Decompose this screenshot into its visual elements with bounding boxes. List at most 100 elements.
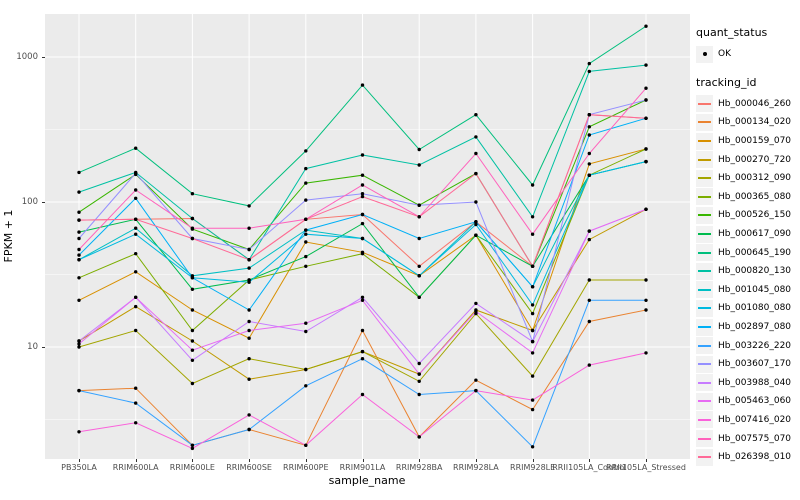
x-tick-label: RRIM928LA (453, 463, 499, 472)
data-point (304, 384, 308, 388)
data-point (360, 221, 365, 226)
legend-key (696, 169, 713, 187)
data-point (587, 61, 591, 66)
data-point (587, 173, 591, 177)
data-point (134, 386, 138, 390)
data-point (587, 278, 591, 282)
data-point (304, 198, 308, 202)
data-point (530, 374, 535, 378)
data-point (247, 308, 251, 312)
data-point (134, 328, 138, 333)
legend-key (696, 188, 713, 206)
legend-label: Hb_003988_040 (718, 377, 792, 388)
data-point (360, 194, 365, 199)
legend-key (696, 411, 713, 429)
data-point (530, 183, 535, 187)
data-point (77, 218, 81, 222)
x-tick-mark (79, 459, 80, 462)
data-point (190, 446, 195, 451)
x-tick-mark (249, 459, 251, 462)
legend-label: Hb_003607_170 (718, 359, 792, 370)
data-point (134, 146, 138, 150)
legend-label: Hb_001080_080 (718, 303, 792, 314)
data-point (587, 125, 591, 129)
x-tick-mark (419, 459, 421, 462)
data-point (190, 216, 195, 221)
data-point (644, 298, 648, 302)
legend-key (696, 374, 713, 392)
data-point (587, 319, 591, 324)
data-point (247, 427, 251, 432)
data-point (417, 163, 421, 167)
legend-label: Hb_000134_020 (718, 117, 792, 128)
data-point (77, 258, 81, 262)
data-point (587, 363, 591, 367)
data-point (247, 357, 251, 361)
line-swatch-icon (698, 381, 711, 384)
legend-key (696, 318, 713, 336)
legend-item-Hb_000312_090: Hb_000312_090 (696, 169, 800, 188)
legend-key (696, 392, 713, 410)
data-point (304, 329, 308, 334)
x-tick-label: RRIM600LA (112, 463, 159, 472)
quant-status-legend-title: quant_status (696, 26, 768, 39)
legend-label: Hb_007416_020 (718, 414, 792, 425)
data-point (417, 372, 421, 376)
data-point (304, 264, 308, 268)
data-point (360, 349, 365, 354)
legend-item-Hb_000365_080: Hb_000365_080 (696, 188, 800, 207)
data-point (247, 413, 251, 417)
legend-key (696, 113, 713, 131)
data-point (77, 345, 81, 349)
line-swatch-icon (698, 140, 711, 143)
data-point (134, 421, 138, 425)
line-swatch-icon (698, 344, 711, 347)
legend-item-Hb_007575_070: Hb_007575_070 (696, 429, 800, 448)
legend-key (696, 244, 713, 262)
line-swatch-icon (698, 326, 711, 329)
data-point (644, 24, 648, 28)
data-point (134, 232, 138, 236)
data-point (360, 183, 365, 187)
line-swatch-icon (698, 233, 711, 236)
x-tick-mark (532, 459, 534, 462)
data-point (190, 226, 195, 230)
x-tick-label: RRIM600PE (283, 463, 329, 472)
data-point (247, 247, 251, 252)
x-tick-label: RRIM928BA (395, 463, 443, 472)
line-swatch-icon (698, 270, 711, 273)
legend-label: Hb_000312_090 (718, 173, 792, 184)
data-point (417, 203, 421, 207)
data-point (474, 309, 478, 314)
data-point (77, 430, 81, 434)
data-point (134, 171, 138, 175)
line-swatch-icon (698, 307, 711, 310)
legend-label: Hb_000365_080 (718, 191, 792, 202)
legend-label: Hb_007575_070 (718, 433, 792, 444)
data-point (644, 308, 648, 312)
data-point (190, 443, 195, 447)
data-point (77, 190, 81, 194)
data-point (247, 328, 251, 333)
data-point (190, 328, 195, 333)
data-point (247, 336, 251, 340)
data-point (417, 435, 421, 439)
data-point (77, 388, 81, 393)
data-point (644, 278, 648, 282)
data-point (247, 377, 251, 381)
legend-label: Hb_000526_150 (718, 210, 792, 221)
data-point (190, 381, 195, 386)
data-point (134, 304, 138, 309)
data-point (304, 254, 308, 259)
data-point (587, 113, 591, 117)
data-point (360, 392, 365, 397)
data-point (474, 233, 478, 237)
data-point (360, 192, 365, 196)
legend-label: Hb_005463_060 (718, 396, 792, 407)
data-point (417, 361, 421, 366)
data-point (304, 217, 308, 221)
legend-label: Hb_001045_080 (718, 284, 792, 295)
line-swatch-icon (698, 121, 711, 124)
data-point (190, 358, 195, 362)
line-swatch-icon (698, 400, 711, 403)
